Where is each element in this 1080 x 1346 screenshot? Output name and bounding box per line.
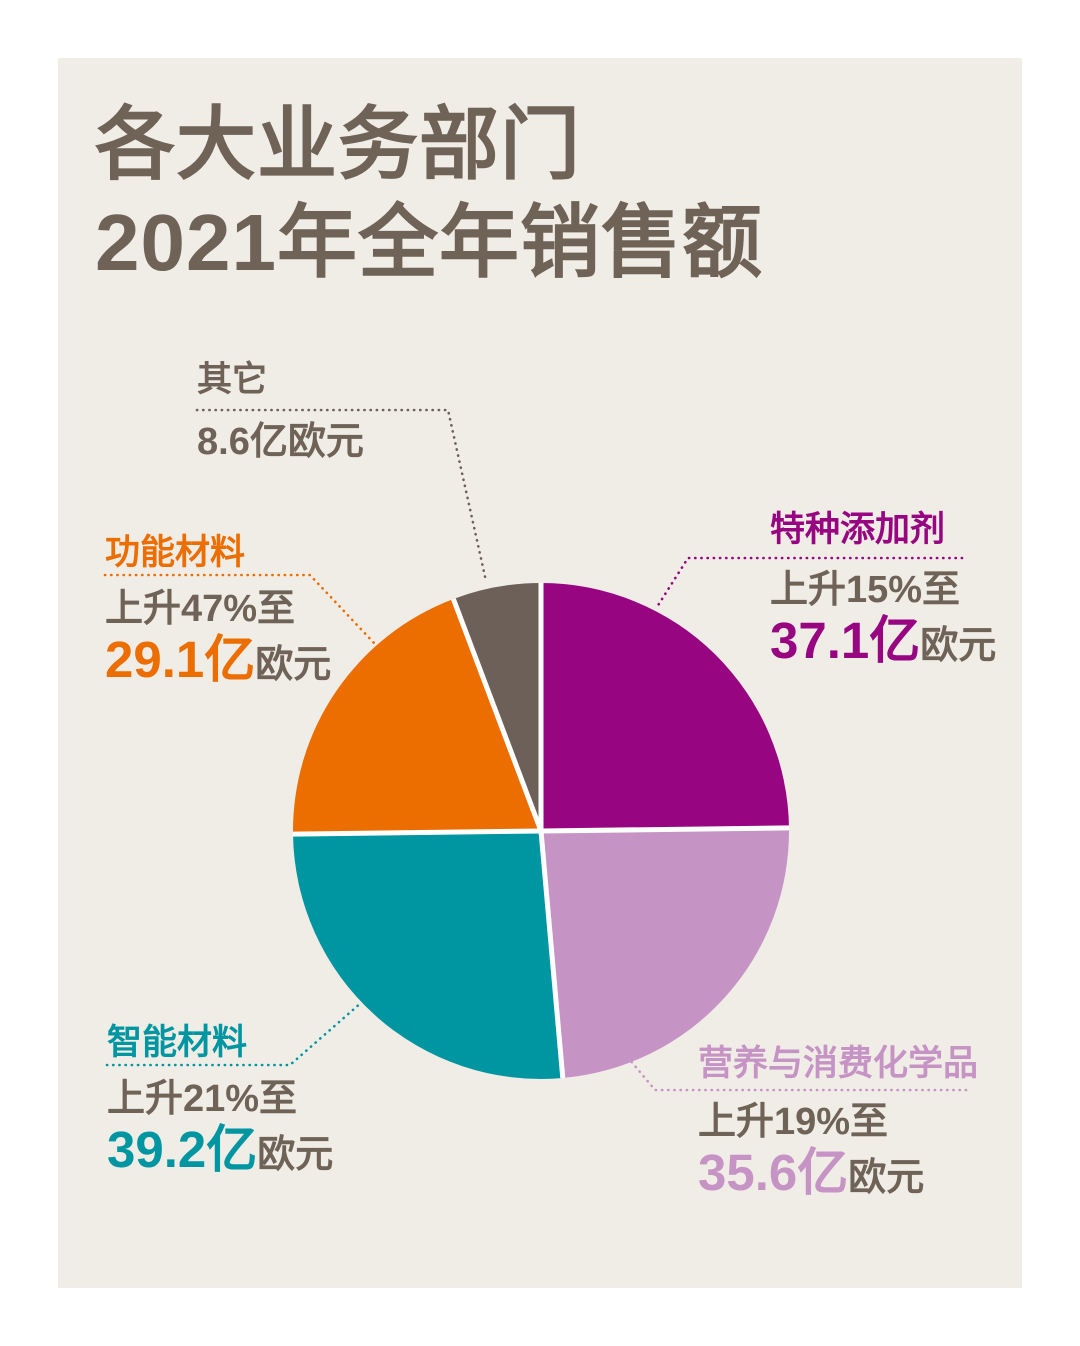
slice-change-smart-materials: 上升21%至: [107, 1078, 298, 1120]
amount-value: 8.6亿: [197, 421, 288, 463]
callout-nutrition-consumer-chemicals: 营养与消费化学品 上升19%至 35.6亿欧元: [698, 1046, 978, 1214]
amount-value: 35.6亿: [698, 1144, 849, 1201]
title-line-2: 2021年全年销售额: [95, 198, 763, 287]
amount-unit: 欧元: [287, 421, 364, 463]
slice-amount-nutrition-consumer-chemicals: 35.6亿欧元: [698, 1145, 924, 1214]
slice-label-functional-materials: 功能材料: [105, 533, 246, 572]
callout-other: 其它 8.6亿欧元: [197, 362, 364, 463]
amount-value: 37.1亿: [770, 612, 921, 669]
slice-label-specialty-additives: 特种添加剂: [770, 510, 946, 549]
slice-separator: [292, 828, 542, 837]
slice-label-other: 其它: [197, 360, 268, 399]
amount-unit: 欧元: [257, 1134, 334, 1176]
amount-unit: 欧元: [848, 1157, 925, 1199]
pie-slice-3: [292, 599, 541, 835]
slice-change-specialty-additives: 上升15%至: [770, 569, 961, 611]
pie-slice-1: [541, 827, 790, 1078]
leader-line-2: [105, 1000, 364, 1067]
title-line-1: 各大业务部门: [95, 100, 581, 189]
leader-line-1: [628, 1058, 968, 1092]
slice-label-nutrition-consumer-chemicals: 营养与消费化学品: [698, 1044, 979, 1083]
callout-specialty-additives: 特种添加剂 上升15%至 37.1亿欧元: [770, 512, 996, 682]
leader-line-0: [655, 556, 964, 609]
callout-smart-materials: 智能材料 上升21%至 39.2亿欧元: [107, 1025, 333, 1191]
callout-functional-materials: 功能材料 上升47%至 29.1亿欧元: [105, 535, 331, 701]
amount-unit: 欧元: [255, 644, 332, 686]
page-title: 各大业务部门 2021年全年销售额: [95, 96, 763, 292]
slice-amount-specialty-additives: 37.1亿欧元: [770, 613, 996, 682]
amount-unit: 欧元: [920, 625, 997, 667]
slice-label-smart-materials: 智能材料: [107, 1023, 248, 1062]
leader-line-3: [103, 573, 376, 645]
slice-amount-other: 8.6亿欧元: [197, 421, 364, 463]
slice-change-functional-materials: 上升47%至: [105, 588, 296, 630]
amount-value: 39.2亿: [107, 1121, 258, 1178]
pie-slice-0: [541, 583, 789, 831]
slice-amount-smart-materials: 39.2亿欧元: [107, 1122, 333, 1191]
slice-amount-functional-materials: 29.1亿欧元: [105, 632, 331, 701]
slice-separator: [538, 830, 566, 1079]
slice-separator: [451, 598, 544, 832]
slice-separator: [540, 825, 790, 834]
slice-change-nutrition-consumer-chemicals: 上升19%至: [698, 1101, 889, 1143]
amount-value: 29.1亿: [105, 631, 256, 688]
pie-slice-2: [293, 831, 563, 1079]
